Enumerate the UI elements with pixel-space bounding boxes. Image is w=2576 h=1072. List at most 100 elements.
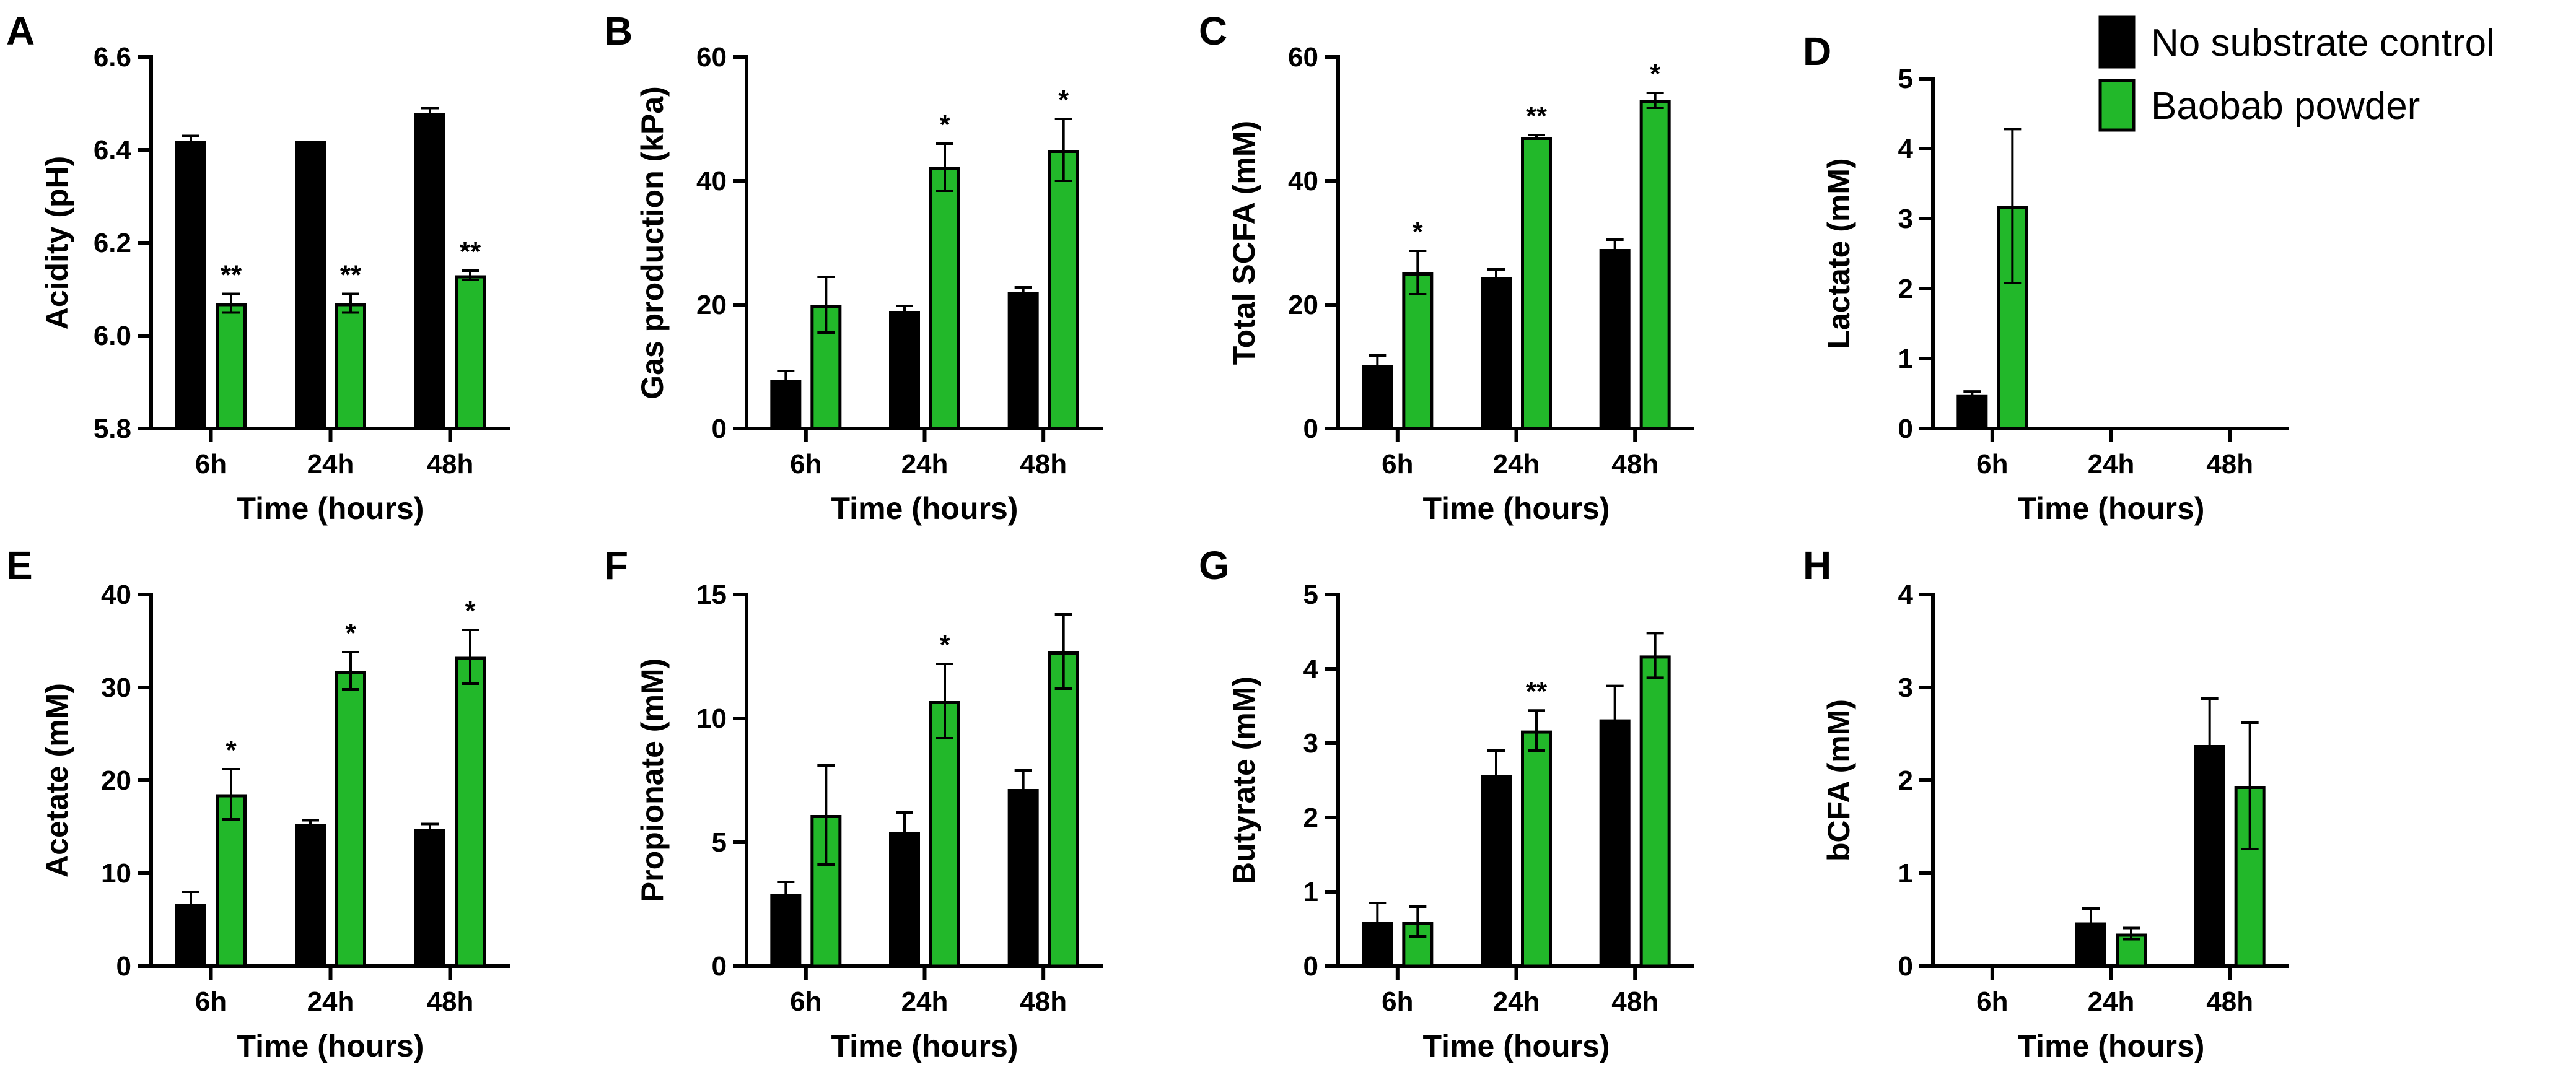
y-tick-label: 0 bbox=[712, 951, 727, 982]
significance-marker: ** bbox=[1526, 676, 1548, 707]
bar-baobab bbox=[216, 794, 247, 968]
x-tick-label: 24h bbox=[2088, 987, 2135, 1017]
x-tick-label: 6h bbox=[790, 449, 821, 479]
y-tick-label: 2 bbox=[1898, 765, 1913, 796]
x-tick-label: 48h bbox=[1020, 449, 1067, 479]
chart-panel-c: C 0 20 40 60 Total SCFA (mM) Time (hours) 6h * 24… bbox=[1199, 9, 1694, 526]
bar-control bbox=[175, 141, 206, 430]
bar-baobab bbox=[1048, 150, 1079, 430]
panel-letter: D bbox=[1803, 29, 1831, 74]
bar-control bbox=[414, 829, 445, 968]
chart-panel-d: D 0 1 2 3 4 5 Lactate (mM) Time (hours) 6h 24h 48h bbox=[1803, 29, 2289, 526]
chart-panel-f: F 0 5 10 15 Propionate (mM) Time (hours) 6h 24h *… bbox=[604, 543, 1103, 1063]
x-tick-label: 24h bbox=[2088, 449, 2135, 479]
bar-baobab bbox=[1521, 137, 1552, 430]
y-tick-label: 60 bbox=[696, 42, 727, 72]
x-tick-label: 6h bbox=[1976, 987, 2008, 1017]
y-tick-label: 10 bbox=[696, 704, 727, 734]
significance-marker: * bbox=[939, 630, 950, 660]
y-tick-label: 20 bbox=[1288, 290, 1318, 320]
y-axis-title: Butyrate (mM) bbox=[1227, 676, 1261, 884]
y-tick-label: 4 bbox=[1898, 134, 1914, 164]
chart-panel-h: H 0 1 2 3 4 bCFA (mM) Time (hours) 6h 24h 48h bbox=[1803, 543, 2289, 1063]
significance-marker: * bbox=[345, 618, 356, 648]
y-tick-label: 0 bbox=[1303, 414, 1318, 444]
chart-panel-a: A 5.8 6.0 6.2 6.4 6.6 Acidity (pH) Time (hours)… bbox=[6, 9, 510, 526]
x-tick-label: 48h bbox=[2206, 449, 2253, 479]
legend-swatch-control bbox=[2098, 15, 2136, 69]
y-tick-label: 30 bbox=[101, 673, 131, 703]
y-tick-label: 4 bbox=[1303, 654, 1319, 684]
y-tick-label: 3 bbox=[1898, 673, 1913, 703]
x-axis-title: Time (hours) bbox=[1423, 1029, 1610, 1063]
bar-baobab bbox=[1402, 272, 1434, 430]
y-tick-label: 60 bbox=[1288, 42, 1318, 72]
x-tick-label: 48h bbox=[1611, 987, 1658, 1017]
x-tick-label: 48h bbox=[2206, 987, 2253, 1017]
x-tick-label: 6h bbox=[195, 987, 227, 1017]
significance-marker: * bbox=[226, 735, 237, 765]
bar-control bbox=[1481, 775, 1512, 968]
x-tick-label: 24h bbox=[901, 449, 948, 479]
bar-baobab bbox=[335, 303, 366, 430]
y-tick-label: 5 bbox=[1898, 64, 1913, 94]
panel-letter: C bbox=[1199, 9, 1227, 53]
bar-baobab bbox=[1639, 100, 1671, 430]
x-tick-label: 6h bbox=[1382, 449, 1413, 479]
y-tick-label: 40 bbox=[1288, 166, 1318, 196]
bar-baobab bbox=[929, 701, 960, 968]
significance-marker: ** bbox=[340, 260, 362, 290]
x-tick-label: 24h bbox=[901, 987, 948, 1017]
y-tick-label: 1 bbox=[1303, 877, 1318, 907]
y-tick-label: 40 bbox=[101, 580, 131, 610]
legend-label-baobab: Baobab powder bbox=[2151, 85, 2420, 128]
bar-baobab bbox=[1639, 655, 1671, 968]
panel-letter: H bbox=[1803, 543, 1831, 588]
y-tick-label: 0 bbox=[1898, 414, 1913, 444]
x-tick-label: 48h bbox=[427, 987, 474, 1017]
bar-control bbox=[889, 311, 920, 430]
x-axis-title: Time (hours) bbox=[831, 491, 1019, 526]
x-tick-label: 48h bbox=[427, 449, 474, 479]
x-tick-label: 24h bbox=[307, 987, 354, 1017]
bar-control bbox=[1481, 277, 1512, 430]
y-axis-title: Total SCFA (mM) bbox=[1227, 121, 1261, 365]
significance-marker: ** bbox=[460, 237, 481, 267]
x-tick-label: 6h bbox=[1382, 987, 1413, 1017]
chart-panel-b: B 0 20 40 60 Gas production (kPa) Time (hours)… bbox=[604, 9, 1103, 526]
y-tick-label: 4 bbox=[1898, 580, 1914, 610]
legend-label-control: No substrate control bbox=[2151, 22, 2495, 64]
chart-panel-g: G 0 1 2 3 4 5 Butyrate (mM) Time (hours) 6h 24h ** 4… bbox=[1199, 543, 1694, 1063]
bar-baobab bbox=[455, 656, 486, 968]
x-axis-title: Time (hours) bbox=[237, 491, 424, 526]
significance-marker: * bbox=[939, 110, 950, 140]
y-tick-label: 0 bbox=[116, 951, 131, 982]
y-tick-label: 40 bbox=[696, 166, 727, 196]
bar-baobab bbox=[929, 167, 960, 430]
y-tick-label: 10 bbox=[101, 858, 131, 889]
significance-marker: * bbox=[1058, 85, 1069, 115]
chart-panel-e: E 0 10 20 30 40 Acetate (mM) Time (hours) 6h * 24h… bbox=[6, 543, 510, 1063]
legend: No substrate control Baobab powder bbox=[2098, 15, 2495, 132]
x-axis-title: Time (hours) bbox=[2018, 1029, 2205, 1063]
bar-control bbox=[1599, 249, 1631, 430]
y-tick-label: 5 bbox=[1303, 580, 1318, 610]
bar-control bbox=[1362, 365, 1393, 430]
y-tick-label: 3 bbox=[1898, 204, 1913, 234]
x-axis-title: Time (hours) bbox=[237, 1029, 424, 1063]
y-tick-label: 5.8 bbox=[94, 414, 131, 444]
y-tick-label: 5 bbox=[712, 827, 727, 858]
x-axis-title: Time (hours) bbox=[831, 1029, 1019, 1063]
y-tick-label: 2 bbox=[1898, 274, 1913, 304]
bar-control bbox=[295, 824, 326, 968]
panel-letter: A bbox=[6, 9, 35, 53]
x-tick-label: 48h bbox=[1611, 449, 1658, 479]
y-tick-label: 1 bbox=[1898, 344, 1913, 374]
panel-letter: B bbox=[604, 9, 633, 53]
x-tick-label: 24h bbox=[307, 449, 354, 479]
y-tick-label: 0 bbox=[712, 414, 727, 444]
panel-letter: G bbox=[1199, 543, 1230, 588]
bar-control bbox=[1599, 719, 1631, 968]
panel-letter: E bbox=[6, 543, 33, 588]
